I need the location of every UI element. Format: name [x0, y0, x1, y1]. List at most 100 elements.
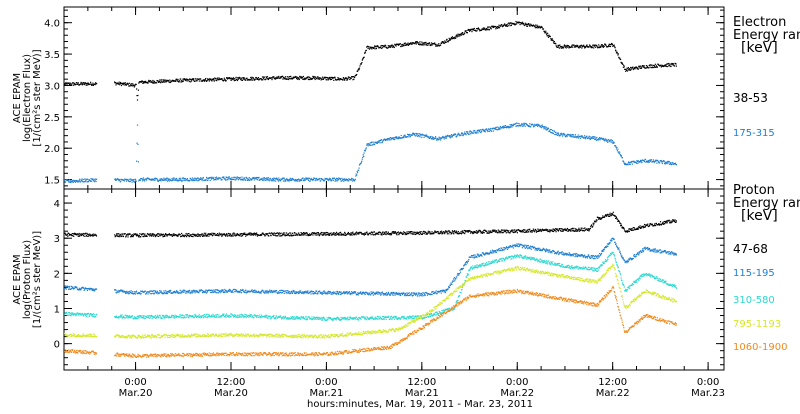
data-point — [177, 236, 178, 237]
data-point — [422, 234, 423, 235]
data-point — [195, 292, 196, 293]
data-point — [365, 294, 366, 295]
data-point — [554, 131, 555, 132]
data-point — [281, 77, 282, 78]
data-point — [595, 136, 596, 137]
data-point — [290, 233, 291, 234]
data-point — [420, 293, 421, 294]
data-point — [447, 233, 448, 234]
data-point — [637, 67, 638, 68]
data-point — [163, 80, 164, 81]
data-point — [84, 179, 85, 180]
data-point — [291, 291, 292, 292]
data-point — [115, 178, 116, 179]
data-point — [123, 236, 124, 237]
data-point — [194, 178, 195, 179]
data-point — [124, 84, 125, 85]
data-point — [116, 233, 117, 234]
data-point — [637, 163, 638, 164]
data-point — [607, 142, 608, 143]
data-point — [227, 179, 228, 180]
data-point — [359, 68, 360, 69]
data-point — [163, 290, 164, 291]
data-point — [92, 178, 93, 179]
data-point — [624, 66, 625, 67]
data-point — [416, 134, 417, 135]
data-point — [546, 127, 547, 128]
data-point — [301, 180, 302, 181]
data-point — [358, 294, 359, 295]
data-point — [570, 229, 571, 230]
data-point — [636, 163, 637, 164]
data-point — [611, 141, 612, 142]
data-point — [277, 235, 278, 236]
data-point — [580, 47, 581, 48]
data-point — [630, 164, 631, 165]
data-point — [388, 232, 389, 233]
data-point — [316, 291, 317, 292]
data-point — [593, 47, 594, 48]
data-point — [434, 232, 435, 233]
data-point — [137, 99, 138, 100]
data-point — [160, 178, 161, 179]
data-point — [578, 134, 579, 135]
data-point — [632, 164, 633, 165]
data-point — [546, 33, 547, 34]
data-point — [399, 293, 400, 294]
data-point — [371, 234, 372, 235]
data-point — [570, 231, 571, 232]
data-point — [180, 178, 181, 179]
data-point — [470, 233, 471, 234]
data-point — [133, 179, 134, 180]
data-point — [341, 292, 342, 293]
data-point — [429, 43, 430, 44]
data-point — [267, 76, 268, 77]
data-point — [587, 228, 588, 229]
data-point — [266, 292, 267, 293]
data-point — [553, 133, 554, 134]
data-point — [456, 231, 457, 232]
data-point — [549, 229, 550, 230]
data-point — [268, 177, 269, 178]
data-point — [428, 231, 429, 232]
data-point — [489, 29, 490, 30]
data-point — [230, 290, 231, 291]
data-point — [421, 231, 422, 232]
data-point — [189, 81, 190, 82]
data-point — [471, 31, 472, 32]
data-point — [369, 293, 370, 294]
data-point — [400, 43, 401, 44]
data-point — [186, 236, 187, 237]
data-point — [333, 232, 334, 233]
data-point — [140, 180, 141, 181]
data-point — [220, 178, 221, 179]
data-point — [318, 232, 319, 233]
data-point — [408, 136, 409, 137]
data-point — [434, 43, 435, 44]
data-point — [652, 224, 653, 225]
data-point — [173, 292, 174, 293]
data-point — [579, 47, 580, 48]
data-point — [202, 233, 203, 234]
data-point — [482, 231, 483, 232]
data-point — [388, 292, 389, 293]
data-point — [446, 39, 447, 40]
data-point — [629, 231, 630, 232]
data-point — [134, 291, 135, 292]
data-point — [606, 216, 607, 217]
data-point — [522, 124, 523, 125]
data-point — [177, 79, 178, 80]
data-point — [467, 32, 468, 33]
data-point — [333, 180, 334, 181]
data-point — [656, 163, 657, 164]
data-point — [322, 77, 323, 78]
data-point — [198, 292, 199, 293]
data-point — [516, 23, 517, 24]
data-point — [578, 137, 579, 138]
data-point — [276, 290, 277, 291]
data-point — [140, 236, 141, 237]
data-point — [368, 48, 369, 49]
data-point — [477, 132, 478, 133]
data-point — [607, 140, 608, 141]
data-point — [408, 233, 409, 234]
